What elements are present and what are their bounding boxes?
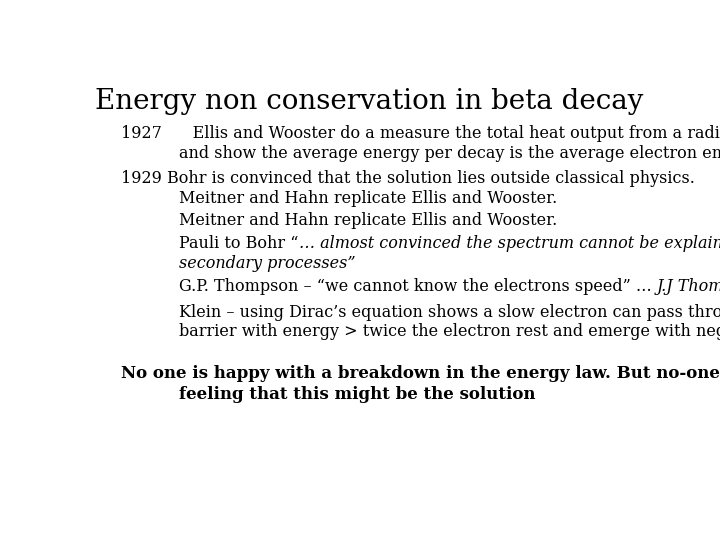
Text: secondary processes”: secondary processes” xyxy=(179,255,356,272)
Text: Energy non conservation in beta decay: Energy non conservation in beta decay xyxy=(95,87,643,114)
Text: barrier with energy > twice the electron rest and emerge with negative energy.: barrier with energy > twice the electron… xyxy=(179,323,720,340)
Text: Meitner and Hahn replicate Ellis and Wooster.: Meitner and Hahn replicate Ellis and Woo… xyxy=(179,212,557,230)
Text: … almost convinced the spectrum cannot be explained by: … almost convinced the spectrum cannot b… xyxy=(299,235,720,252)
Text: 1927      Ellis and Wooster do a measure the total heat output from a radioactiv: 1927 Ellis and Wooster do a measure the … xyxy=(121,125,720,142)
Text: and show the average energy per decay is the average electron energy.: and show the average energy per decay is… xyxy=(179,145,720,161)
Text: 1929 Bohr is convinced that the solution lies outside classical physics.: 1929 Bohr is convinced that the solution… xyxy=(121,170,695,187)
Text: J.J Thompson’s son: J.J Thompson’s son xyxy=(657,278,720,295)
Text: G.P. Thompson – “we cannot know the electrons speed” …: G.P. Thompson – “we cannot know the elec… xyxy=(179,278,657,295)
Text: No one is happy with a breakdown in the energy law. But no-one can shake of the: No one is happy with a breakdown in the … xyxy=(121,365,720,382)
Text: Meitner and Hahn replicate Ellis and Wooster.: Meitner and Hahn replicate Ellis and Woo… xyxy=(179,190,557,206)
Text: Klein – using Dirac’s equation shows a slow electron can pass through a steep: Klein – using Dirac’s equation shows a s… xyxy=(179,304,720,321)
Text: Pauli to Bohr “: Pauli to Bohr “ xyxy=(179,235,299,252)
Text: feeling that this might be the solution: feeling that this might be the solution xyxy=(179,386,536,403)
